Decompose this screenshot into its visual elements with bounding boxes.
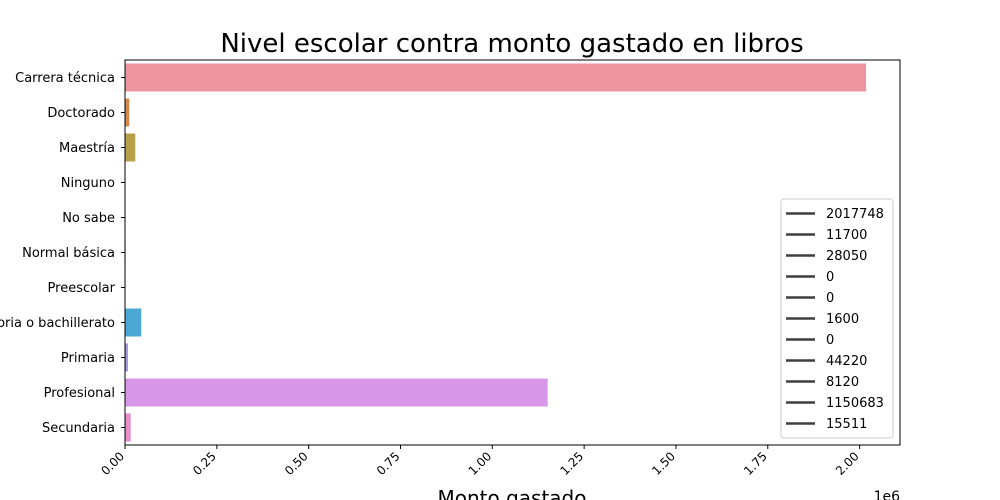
- y-tick-label: Doctorado: [47, 106, 115, 121]
- x-tick-label: 0.00: [98, 449, 127, 478]
- y-tick-label: No sabe: [62, 211, 115, 226]
- legend-label: 0: [826, 270, 834, 285]
- legend-label: 8120: [826, 375, 859, 390]
- chart-title: Nivel escolar contra monto gastado en li…: [220, 29, 803, 59]
- y-axis: Carrera técnica Doctorado Maestría Ninguno N…: [0, 71, 125, 436]
- bar: [125, 378, 548, 407]
- y-tick-label: Carrera técnica: [15, 71, 115, 86]
- bar: [125, 98, 130, 127]
- x-axis-scale-label: 1e6: [874, 489, 901, 500]
- x-tick-label: 0.50: [282, 449, 311, 478]
- legend-label: 1150683: [826, 396, 884, 411]
- y-tick-label: Preescolar: [48, 281, 116, 296]
- legend-label: 44220: [826, 354, 867, 369]
- y-tick-label: Normal básica: [22, 246, 115, 261]
- y-tick-label: Profesional: [44, 386, 115, 401]
- legend-label: 15511: [826, 417, 867, 432]
- legend-label: 2017748: [826, 207, 884, 222]
- x-axis-label: Monto gastado: [437, 486, 586, 500]
- bar: [125, 63, 867, 92]
- x-tick-label: 0.25: [190, 449, 219, 478]
- bar: [125, 343, 128, 372]
- legend-frame: [780, 198, 894, 439]
- x-tick-label: 1.75: [741, 449, 770, 478]
- bars-layer: [125, 63, 867, 442]
- legend-label: 1600: [826, 312, 859, 327]
- x-tick-label: 1.50: [649, 449, 678, 478]
- y-tick-label: Primaria: [61, 351, 115, 366]
- y-tick-label: Ninguno: [61, 176, 115, 191]
- y-tick-label: Secundaria: [42, 421, 115, 436]
- x-tick-label: 0.75: [374, 449, 403, 478]
- bar: [125, 308, 142, 337]
- legend-label: 11700: [826, 228, 867, 243]
- y-tick-label: Preparatoria o bachillerato: [0, 316, 115, 331]
- x-tick-label: 1.25: [557, 449, 586, 478]
- legend-label: 0: [826, 291, 834, 306]
- bar: [125, 413, 131, 442]
- y-tick-label: Maestría: [59, 141, 115, 156]
- x-axis: 0.00 0.25 0.50 0.75 1.00 1.25 1.50 1.75 2.00: [98, 445, 862, 478]
- legend-label: 0: [826, 333, 834, 348]
- bar: [125, 133, 136, 162]
- legend: 2017748 11700 28050 0 0 1600 0 44220 8120 1150683…: [780, 198, 894, 439]
- x-tick-label: 1.00: [466, 449, 495, 478]
- x-tick-label: 2.00: [833, 449, 862, 478]
- legend-label: 28050: [826, 249, 867, 264]
